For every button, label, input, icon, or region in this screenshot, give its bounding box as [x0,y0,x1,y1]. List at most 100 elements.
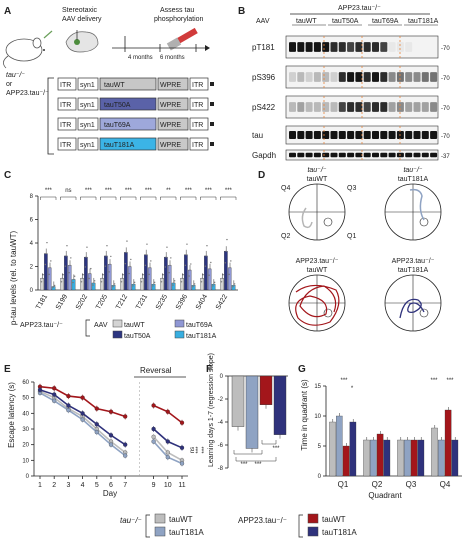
e-ytick: 30 [22,427,29,433]
chart-c: 0 2 4 6 8 T181 *** S199 ns S202 *** T205 *** T212 *** T… [30,188,238,311]
f-ytick: -2 [218,397,224,403]
g-bar [431,427,438,477]
blot-kda: -70 [441,76,450,82]
c-bar [104,255,108,291]
step-2-line2: phosphorylation [154,16,204,23]
c-bar [200,278,204,291]
e-point [66,403,71,408]
legend-swatch-1 [154,513,166,524]
c-ytick: 0 [30,288,34,294]
e-xtick: 1 [38,482,42,489]
e-point [108,409,114,414]
c-bar [131,283,136,291]
c-bar [107,263,112,291]
c-sig: *** [185,188,193,194]
d-q3-label: Q3 [347,185,356,192]
e-point [151,403,156,408]
d-q4-label: Q4 [281,185,290,192]
e-xtick: 11 [178,482,185,489]
construct-wpre: WPRE [160,122,181,129]
f-ylabel: Learning days 1-7 (regression slope) [208,353,215,467]
e-point [52,386,57,391]
c-bar [171,282,176,291]
tube-icon [166,27,198,51]
c-bar [120,278,124,291]
step-1-line1: Stereotaxic [62,7,98,14]
c-sig: *** [125,188,133,194]
construct-gene: tauT181A [104,142,135,149]
e-point [80,395,85,400]
c-bar [124,252,128,291]
g-bar [451,439,459,477]
c-bar [191,285,196,291]
c-bar [60,278,64,291]
f-ytick: -4 [218,420,224,426]
e-point [179,420,185,425]
c-bar [140,278,144,291]
construct-itr-left: ITR [60,142,71,149]
g-bar [417,439,425,477]
e-point [151,434,156,439]
blot-kda: -37 [441,154,450,160]
d-cell-2-title1: tau⁻/⁻ [403,167,422,174]
construct-gene: tauWT [104,82,125,89]
g-xtick: Q1 [338,480,349,489]
genotype-1: tau⁻/⁻ [6,72,25,79]
f-bar [231,375,245,427]
construct-promoter: syn1 [80,142,95,149]
e-ylabel: Escape latency (s) [7,382,16,448]
c-ytick: 2 [30,265,34,271]
c-xtick: S396 [175,293,189,311]
g-ylabel: Time in quadrant (s) [300,379,309,451]
e-ytick: 40 [22,411,29,417]
e-point [108,433,114,438]
g-xlabel: Quadrant [368,491,402,500]
c-bar [44,253,48,291]
blot-row-label: pS422 [252,103,276,112]
timeline [112,36,210,52]
blot-lane-label: tauT50A [332,18,359,25]
c-xtick: T212 [115,293,129,310]
g-bar [383,439,391,477]
c-sig: *** [105,188,113,194]
d-cell-2-title2: tauT181A [398,176,429,183]
c-legend: APP23.tau⁻/⁻ AAV tauWT tauT69A tauT50A t… [20,319,217,340]
legend-swatch-3 [307,513,319,524]
e-annotation: Reversal [140,366,172,375]
e-point [165,409,170,414]
g-ytick: 15 [314,384,321,390]
blot-row-label: tau [252,131,263,140]
blot-row: pT181 -70 [252,35,450,59]
time-6m: 6 months [160,55,185,61]
c-bar [80,278,84,291]
f-sig: *** [240,462,248,468]
c-ytick: 8 [30,194,34,200]
d-cell-4-title1: APP23.tau⁻/⁻ [392,258,435,265]
e-point [52,398,57,403]
e-ytick: 0 [26,474,30,480]
c-bar [144,254,148,291]
e-xtick: 3 [66,482,70,489]
e-point [80,417,85,422]
g-sig: * [351,386,354,392]
c-xtick: T231 [135,293,149,310]
c-bar [91,282,96,291]
panel-b-letter: B [238,6,245,17]
c-ylabel: p-tau levels (rel. to tauWT) [9,231,18,326]
construct-promoter: syn1 [80,82,95,89]
c-legend-item-4: tauT181A [186,333,217,340]
e-point [37,387,43,392]
blot-row: Gapdh -37 [252,149,450,161]
constructs-bracket [47,77,54,155]
construct-row: ITR syn1 tauT69A WPRE ITR [57,117,214,131]
c-bar [87,273,92,291]
e-point [66,408,71,413]
blot-row: pS422 -70 [252,95,450,119]
f-sig: *** [272,446,280,452]
construct-gene-box [99,117,157,131]
g-bar [444,409,452,477]
c-bar [220,278,224,291]
c-bar [184,254,188,291]
